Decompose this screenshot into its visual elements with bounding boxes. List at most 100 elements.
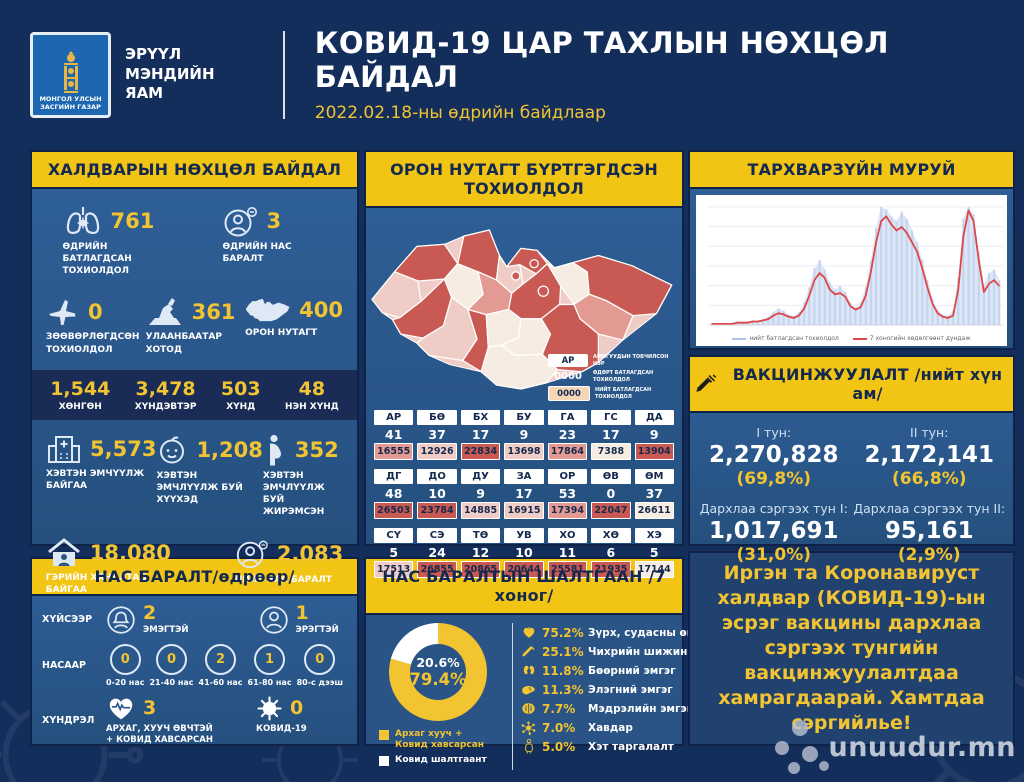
epidemic-curve-panel: ТАРХВАРЗҮЙН МУРУЙ нийт батлагдсан тохиол…	[688, 150, 1015, 350]
regional-cell-ЗА: ЗА 17 16915	[504, 469, 544, 519]
ministry-name: ЭРҮҮЛ МЭНДИЙН ЯАМ	[125, 45, 215, 103]
regional-cell-ӨМ: ӨМ 37 26611	[634, 469, 674, 519]
header-divider	[282, 30, 285, 119]
region-daily-count: 6	[606, 545, 616, 560]
region-total-count: 17394	[547, 502, 588, 519]
region-total-count: 22834	[460, 443, 501, 460]
page-subtitle: 2022.02.18-ны өдрийн байдлаар	[314, 103, 606, 123]
obesity-icon	[521, 739, 536, 754]
booster-2-label: Дархлаа сэргээх тун II:	[853, 501, 1006, 516]
booster-2: Дархлаа сэргээх тун II: 95,161 (2,9%)	[852, 501, 1008, 565]
cause-label: Элэгний эмгэг	[588, 683, 673, 696]
epidemic-curve-header: ТАРХВАРЗҮЙН МУРУЙ	[690, 152, 1013, 189]
region-total-count: 14885	[460, 502, 501, 519]
cause-pct: 5.0%	[542, 739, 576, 754]
stat-top: 1,208	[156, 434, 263, 466]
comorbidity-deaths-label: АРХАГ, ХУУЧ ӨВЧТЭЙ + КОВИД ХАВСАРСАН	[106, 724, 213, 745]
severity-value: 3,478	[135, 377, 196, 400]
cause-row: 7.0% Хавдар	[521, 718, 715, 737]
stat-value: 400	[299, 298, 343, 323]
region-total-count: 26611	[634, 502, 674, 519]
stat-baby: 1,208 ХЭВТЭН ЭМЧЛҮҮЛЖ БУЙ ХҮҮХЭД	[156, 434, 263, 519]
booster-1-pct: (31,0%)	[736, 545, 812, 565]
legend-line-red	[852, 337, 867, 340]
regional-cell-ӨВ: ӨВ 0 22047	[591, 469, 631, 519]
stat-top: 400	[245, 297, 343, 323]
age-group: 0 0-20 нас	[106, 643, 144, 688]
region-daily-count: 37	[428, 427, 446, 442]
legend-line-blue	[732, 337, 747, 340]
region-abbr: ОР	[547, 469, 588, 484]
cause-row: 25.1% Чихрийн шижин	[521, 642, 715, 661]
severity-value: 503	[220, 377, 261, 400]
stat-label: ОРОН НУТАГТ	[245, 328, 318, 339]
female-deaths-label: ЭМЭГТЭЙ	[143, 625, 189, 635]
comorbidity-deaths: 3 АРХАГ, ХУУЧ ӨВЧТЭЙ + КОВИД ХАВСАРСАН	[106, 695, 216, 745]
severity-item: 3,478 ХҮНДЭВТЭР	[135, 378, 197, 412]
region-daily-count: 0	[606, 486, 616, 501]
home-person-icon	[46, 538, 82, 568]
severity-label: ХӨНГӨН	[58, 401, 102, 412]
region-abbr: СҮ	[374, 528, 414, 543]
map-legend: АР АЙМГУУДЫН ТОВЧИЛСОН НЭР 0000 ӨДӨРТ БАТЛ…	[548, 354, 676, 404]
stat-lungs-virus: 761 ӨДРИЙН БАТЛАГДСАН ТОХИОЛДОЛ	[63, 205, 167, 277]
hospital-icon	[46, 434, 82, 464]
region-abbr: ДО	[417, 469, 457, 484]
age-label: 80-с дээш	[296, 677, 343, 687]
booster-2-pct: (2,9%)	[897, 545, 961, 565]
legend-total-label: НИЙТ БАТЛАГДСАН ТОХИОЛДОЛ	[595, 387, 652, 400]
region-daily-count: 9	[519, 427, 529, 442]
region-total-count: 13698	[504, 443, 544, 460]
regional-table-group: ДГ 48 26503 ДО 10 23784 ДУ 9 14885 ЗА 17 16915 ОР 53 1…	[374, 469, 674, 519]
stat-hospital: 5,573 ХЭВТЭН ЭМЧҮҮЛЖ БАЙГАА	[46, 434, 156, 519]
region-abbr: ХЭ	[634, 528, 674, 543]
death-causes-donut-chart: 20.6% 79.4%	[389, 623, 487, 721]
infection-panel: ХАЛДВАРЫН НӨХЦӨЛ БАЙДАЛ 761 ӨДРИЙН БАТЛАГ…	[30, 150, 359, 595]
statue-icon	[146, 297, 184, 327]
male-deaths: 1 ЭРЭГТЭЙ	[259, 604, 339, 636]
regional-cell-БӨ: БӨ 37 12926	[417, 410, 457, 460]
by-complication-label: ХҮНДРЭЛ	[42, 714, 95, 726]
male-deaths-value: 1	[295, 602, 309, 624]
cause-row: 7.7% Мэдрэлийн эмгэг	[521, 699, 715, 718]
right-column: ТАРХВАРЗҮЙН МУРУЙ нийт батлагдсан тохиол…	[688, 150, 1015, 746]
regional-cell-ДГ: ДГ 48 26503	[374, 469, 414, 519]
infection-stats-row-2: 0 ЗӨӨВӨРЛӨГДСӨН ТОХИОЛДОЛ 361 УЛААНБААТАР Х…	[32, 287, 357, 365]
region-daily-count: 53	[558, 486, 577, 501]
cause-label: Мэдрэлийн эмгэг	[588, 702, 693, 715]
dose-2-label: II тун:	[910, 425, 949, 440]
government-logo-caption: МОНГОЛ УЛСЫН ЗАСГИЙН ГАЗАР	[39, 95, 102, 112]
region-abbr: ДУ	[460, 469, 501, 484]
severity-label: НЭН ХҮНД	[284, 401, 339, 412]
regional-table-group: АР 41 16555 БӨ 37 12926 БХ 17 22834 БУ 9 13698 ГА 23 1…	[374, 410, 674, 460]
cause-pct: 7.0%	[542, 720, 576, 735]
call-to-action-text: Иргэн та Коронавируст халдвар (КОВИД-19)…	[717, 561, 986, 735]
region-daily-count: 17	[471, 427, 490, 442]
region-total-count: 22047	[591, 502, 631, 519]
booster-1-value: 1,017,691	[709, 518, 839, 544]
baby-icon	[156, 434, 188, 466]
dose-2-value: 2,172,141	[864, 442, 995, 468]
heart-icon	[521, 626, 536, 639]
virus-icon	[256, 695, 283, 722]
dose-1-value: 2,270,828	[709, 442, 839, 468]
region-abbr: СЭ	[417, 528, 457, 543]
stat-top: 361	[146, 297, 246, 327]
age-label: 21-40 нас	[149, 677, 194, 687]
stat-value: 2,083	[276, 542, 344, 567]
region-daily-count: 5	[389, 545, 399, 560]
severity-label: ХҮНД	[226, 401, 256, 412]
legend-daily-sample: 0000	[554, 371, 582, 382]
region-abbr: ГС	[591, 410, 631, 425]
death-causes-panel: НАС БАРАЛТЫН ШАЛТГААН /7 хоног/ 20.6% 79…	[364, 557, 715, 770]
daily-deaths-panel: НАС БАРАЛТ/өдрөөр/ ХҮЙСЭЭР 2 ЭМЭГТЭЙ 1 Э…	[30, 557, 359, 746]
legend-daily-label: ӨДӨРТ БАТЛАГДСАН ТОХИОЛДОЛ	[593, 370, 654, 383]
severity-strip: 1,544 ХӨНГӨН 3,478 ХҮНДЭВТЭР 503 ХҮНД 48 НЭН ХҮ…	[32, 369, 357, 420]
comorbidity-pct: 79.4%	[409, 670, 467, 689]
cause-pct: 7.7%	[542, 701, 576, 716]
severity-item: 1,544 ХӨНГӨН	[50, 378, 110, 412]
male-deaths-label: ЭРЭГТЭЙ	[295, 625, 339, 635]
region-abbr: ӨВ	[591, 469, 631, 484]
by-sex-label: ХҮЙСЭЭР	[42, 614, 93, 626]
